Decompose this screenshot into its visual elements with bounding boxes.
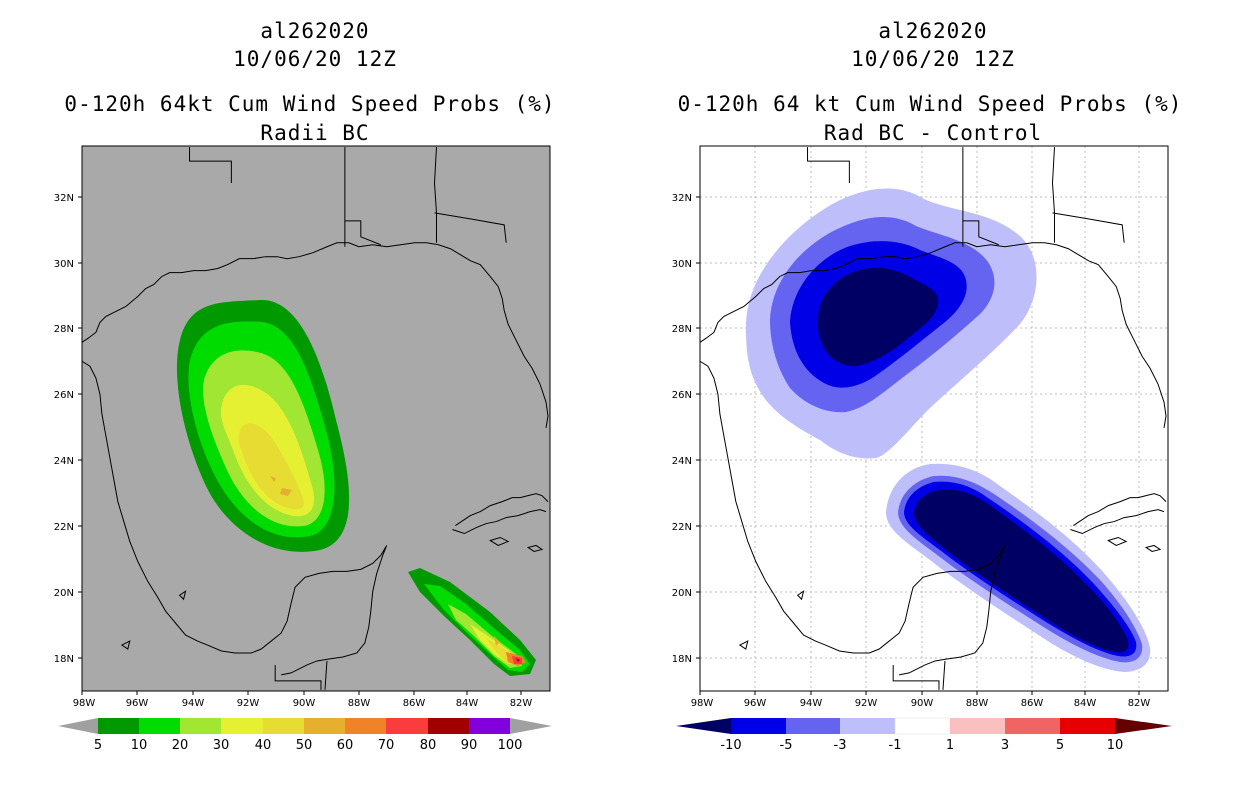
right-lon-label: 92W [855,698,878,709]
right-lon-label: 82W [1128,698,1151,709]
right-title-storm: al262020 [878,19,988,43]
left-colorbar-swatch [221,718,263,734]
right-colorbar-label: 10 [1107,738,1124,753]
left-lat-label: 22N [54,522,74,533]
right-lon-axis: 98W 96W 94W 92W 90W 88W 86W 84W 82W [691,691,1151,709]
right-colorbar-label: 3 [1001,738,1009,753]
left-lat-label: 28N [54,324,74,335]
left-colorbar-swatch [469,718,510,734]
left-lon-label: 94W [182,698,205,709]
left-colorbar-swatch [304,718,345,734]
left-colorbar-label: 20 [172,738,189,753]
left-lon-axis: 98W 96W 94W 92W 90W 88W 86W 84W 82W [73,691,533,709]
right-lat-label: 18N [672,654,692,665]
left-colorbar-label: 80 [420,738,437,753]
right-colorbar-swatch [1060,718,1115,734]
right-lat-label: 20N [672,588,692,599]
right-colorbar-swatch [786,718,840,734]
right-lon-label: 90W [911,698,934,709]
left-title-product: 0-120h 64kt Cum Wind Speed Probs (%) [64,92,556,116]
left-colorbar-under-arrow [58,718,98,734]
left-lat-label: 20N [54,588,74,599]
left-lon-label: 90W [293,698,316,709]
right-lat-axis: 32N 30N 28N 26N 24N 22N 20N 18N [672,193,700,665]
left-title-subtitle: Radii BC [260,121,370,145]
left-colorbar-label: 40 [255,738,272,753]
left-lon-label: 82W [510,698,533,709]
left-lat-label: 18N [54,654,74,665]
left-colorbar-label: 60 [337,738,354,753]
right-colorbar-swatch [1005,718,1060,734]
right-map [699,145,1169,692]
left-lat-label: 26N [54,390,74,401]
right-colorbar-label: 5 [1056,738,1064,753]
left-colorbar-swatch [345,718,386,734]
right-lat-label: 32N [672,193,692,204]
left-lon-label: 98W [73,698,96,709]
right-lon-label: 84W [1074,698,1097,709]
left-lon-label: 92W [237,698,260,709]
left-title-storm: al262020 [260,19,370,43]
right-colorbar-over-arrow [1115,718,1172,734]
left-lat-label: 24N [54,456,74,467]
right-lon-label: 94W [800,698,823,709]
right-title-date: 10/06/20 12Z [851,47,1015,71]
left-colorbar-swatch [180,718,221,734]
left-colorbar-swatch [386,718,428,734]
right-lon-label: 88W [966,698,989,709]
right-colorbar-swatch [950,718,1005,734]
right-colorbar-swatch [731,718,786,734]
right-colorbar-label: -3 [834,738,847,753]
right-colorbar-swatch [840,718,895,734]
right-colorbar-label: -1 [889,738,902,753]
left-colorbar-label: 5 [94,738,102,753]
right-lon-label: 86W [1021,698,1044,709]
left-colorbar-label: 30 [213,738,230,753]
right-colorbar-under-arrow [676,718,731,734]
left-colorbar-label: 90 [461,738,478,753]
left-swath-south [408,568,536,676]
right-lon-label: 98W [691,698,714,709]
right-anomaly-north [745,188,1037,459]
left-lon-label: 96W [126,698,149,709]
left-colorbar-swatch [263,718,304,734]
left-colorbar-over-arrow [510,718,552,734]
left-swath-north [176,300,350,552]
right-lat-label: 22N [672,522,692,533]
right-lat-label: 26N [672,390,692,401]
right-anomaly-south [886,463,1151,672]
right-lat-label: 28N [672,324,692,335]
left-lat-axis: 32N 30N 28N 26N 24N 22N 20N 18N [54,193,82,665]
left-lon-label: 86W [403,698,426,709]
right-colorbar-label: 1 [946,738,954,753]
left-colorbar-swatch [98,718,139,734]
left-colorbar-label: 100 [498,738,523,753]
right-lon-label: 96W [744,698,767,709]
right-colorbar-swatch [894,717,951,735]
left-lon-label: 84W [456,698,479,709]
left-lat-label: 32N [54,193,74,204]
left-colorbar-swatch [139,718,180,734]
left-colorbar: 5 10 20 30 40 50 60 70 80 90 100 [58,718,552,753]
left-colorbar-label: 50 [296,738,313,753]
right-title-subtitle: Rad BC - Control [823,121,1043,145]
right-lat-label: 24N [672,456,692,467]
right-colorbar: -10 -5 -3 -1 1 3 5 10 [676,717,1172,753]
right-colorbar-label: -5 [780,738,793,753]
right-colorbar-label: -10 [720,738,741,753]
left-colorbar-label: 10 [131,738,148,753]
left-map [81,145,551,692]
left-colorbar-swatch [428,718,469,734]
left-lon-label: 88W [348,698,371,709]
right-title-product: 0-120h 64 kt Cum Wind Speed Probs (%) [677,92,1183,116]
right-lat-label: 30N [672,259,692,270]
left-colorbar-label: 70 [378,738,395,753]
left-title-date: 10/06/20 12Z [233,47,397,71]
left-lat-label: 30N [54,259,74,270]
